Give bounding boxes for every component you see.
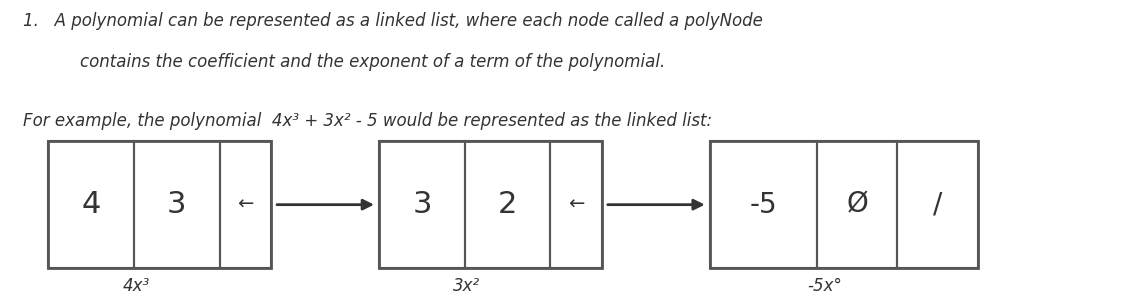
Text: 4x³: 4x³: [123, 277, 150, 295]
Text: /: /: [933, 191, 942, 219]
Bar: [48, 141, 134, 268]
Text: 3: 3: [413, 190, 432, 219]
Text: -5: -5: [749, 191, 777, 219]
Bar: [709, 141, 817, 268]
Bar: [379, 141, 602, 268]
Text: 3: 3: [167, 190, 187, 219]
Bar: [709, 141, 978, 268]
Bar: [897, 141, 978, 268]
Bar: [379, 141, 465, 268]
Bar: [134, 141, 220, 268]
Bar: [817, 141, 897, 268]
Text: 3x²: 3x²: [454, 277, 480, 295]
Bar: [550, 141, 602, 268]
Text: 2: 2: [497, 190, 517, 219]
Text: 1.   A polynomial can be represented as a linked list, where each node called a : 1. A polynomial can be represented as a …: [23, 11, 763, 30]
Text: -5x°: -5x°: [807, 277, 841, 295]
Bar: [48, 141, 270, 268]
Bar: [465, 141, 550, 268]
Text: ←: ←: [237, 195, 253, 214]
Text: Ø: Ø: [847, 191, 869, 219]
Text: ←: ←: [567, 195, 584, 214]
Bar: [220, 141, 270, 268]
Text: For example, the polynomial  4x³ + 3x² - 5 would be represented as the linked li: For example, the polynomial 4x³ + 3x² - …: [23, 112, 713, 130]
Text: 4: 4: [81, 190, 101, 219]
Text: contains the coefficient and the exponent of a term of the polynomial.: contains the coefficient and the exponen…: [80, 53, 666, 71]
